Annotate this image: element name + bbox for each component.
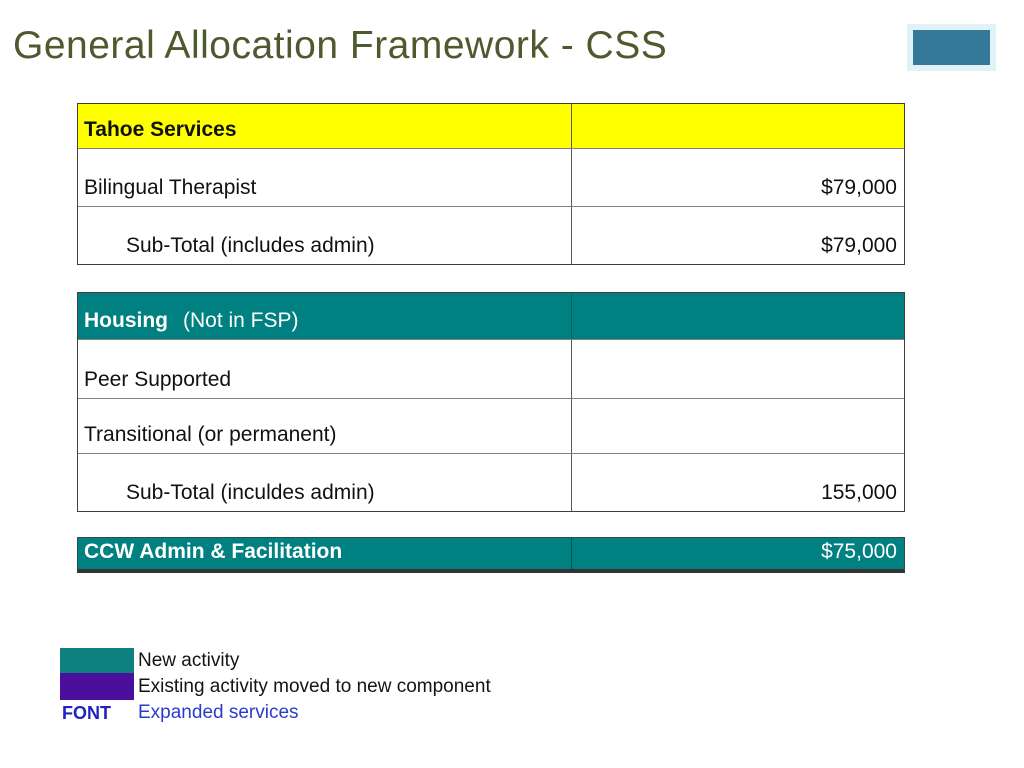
table-row: Transitional (or permanent) xyxy=(78,398,904,453)
row-value: $79,000 xyxy=(821,176,897,199)
row-label: Peer Supported xyxy=(78,340,572,398)
row-label: Sub-Total (inculdes admin) xyxy=(78,454,572,511)
housing-header-note: (Not in FSP) xyxy=(183,309,299,332)
table-header-value xyxy=(572,293,904,339)
row-value: $79,000 xyxy=(821,234,897,257)
table-row: Sub-Total (includes admin) $79,000 xyxy=(78,206,904,264)
row-value: 155,000 xyxy=(821,481,897,504)
table-row: Peer Supported xyxy=(78,339,904,398)
housing-header-title: Housing xyxy=(84,309,168,332)
housing-table: Housing (Not in FSP) Peer Supported Tran… xyxy=(77,292,905,512)
legend-label: New activity xyxy=(138,649,240,671)
table-header-label: Housing (Not in FSP) xyxy=(78,293,572,339)
table-header-label: Tahoe Services xyxy=(78,104,572,148)
row-label: CCW Admin & Facilitation xyxy=(78,538,572,569)
table-header-row: Housing (Not in FSP) xyxy=(78,293,904,339)
ccw-admin-row: CCW Admin & Facilitation $75,000 xyxy=(77,537,905,573)
tahoe-services-table: Tahoe Services Bilingual Therapist $79,0… xyxy=(77,103,905,265)
table-row: Bilingual Therapist $79,000 xyxy=(78,148,904,206)
row-value: $75,000 xyxy=(821,540,897,563)
legend-font-description: Expanded services xyxy=(138,702,299,723)
row-label: Transitional (or permanent) xyxy=(78,399,572,453)
table-row: Sub-Total (inculdes admin) 155,000 xyxy=(78,453,904,511)
row-label: Bilingual Therapist xyxy=(78,149,572,206)
row-label: Sub-Total (includes admin) xyxy=(78,207,572,264)
page-title: General Allocation Framework - CSS xyxy=(13,24,668,67)
legend-swatch-existing-activity xyxy=(60,673,134,700)
legend-font-key: FONT xyxy=(62,702,111,723)
row-value xyxy=(572,399,904,453)
row-value xyxy=(572,340,904,398)
accent-rectangle xyxy=(913,30,990,65)
legend-label: Existing activity moved to new component xyxy=(138,675,491,697)
legend-swatch-new-activity xyxy=(60,648,134,673)
table-header-value xyxy=(572,104,904,148)
table-header-row: Tahoe Services xyxy=(78,104,904,148)
